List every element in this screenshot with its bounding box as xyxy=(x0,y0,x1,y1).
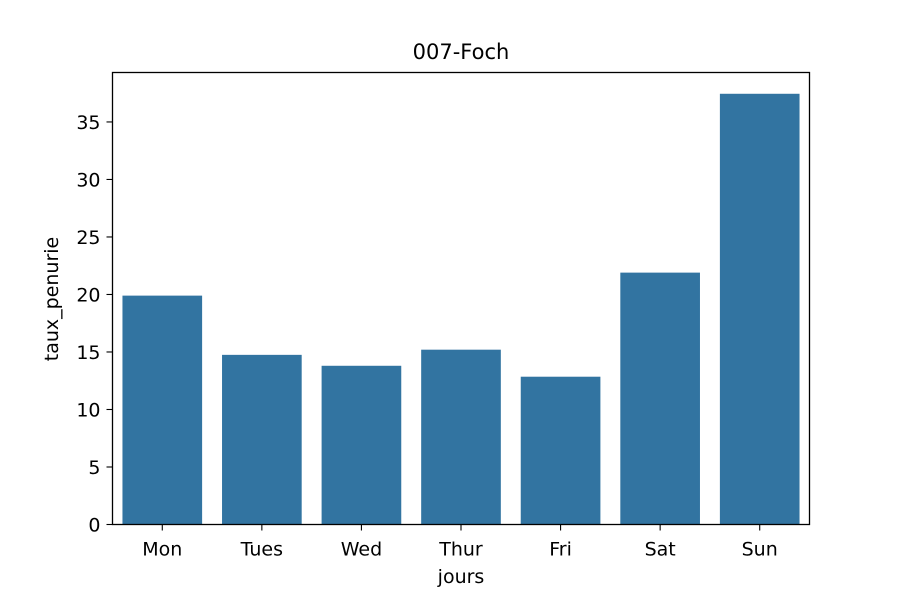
bar-sat xyxy=(620,272,700,525)
y-tick-label: 25 xyxy=(76,227,100,249)
x-tick-label: Sat xyxy=(645,539,676,561)
x-axis-label: jours xyxy=(437,566,485,588)
x-tick-label: Wed xyxy=(341,539,382,561)
y-tick-label: 15 xyxy=(76,342,100,364)
bar-mon xyxy=(122,295,203,525)
y-tick-label: 5 xyxy=(88,457,100,479)
x-tick-label: Mon xyxy=(142,539,182,561)
bar-wed xyxy=(321,365,402,525)
y-tick-label: 35 xyxy=(76,112,100,134)
bars-group xyxy=(122,93,800,525)
x-tick-label: Sun xyxy=(742,539,778,561)
y-axis-label: taux_penurie xyxy=(41,237,63,362)
bar-thur xyxy=(421,349,501,525)
y-tick-label: 20 xyxy=(76,284,100,306)
y-tick-label: 10 xyxy=(76,399,100,421)
bar-tues xyxy=(222,354,302,525)
chart-title: 007-Foch xyxy=(413,40,510,64)
bar-sun xyxy=(719,93,800,525)
y-ticks-group: 0 5 10 15 20 25 30 35 xyxy=(76,112,113,537)
x-tick-label: Thur xyxy=(438,539,483,561)
y-tick-label: 30 xyxy=(76,169,100,191)
x-ticks-group: Mon Tues Wed Thur Fri Sat Sun xyxy=(142,524,778,561)
x-tick-label: Tues xyxy=(240,539,283,561)
plot-frame xyxy=(111,71,811,526)
bar-fri xyxy=(520,376,601,525)
y-tick-label: 0 xyxy=(88,515,100,537)
x-tick-label: Fri xyxy=(549,539,572,561)
